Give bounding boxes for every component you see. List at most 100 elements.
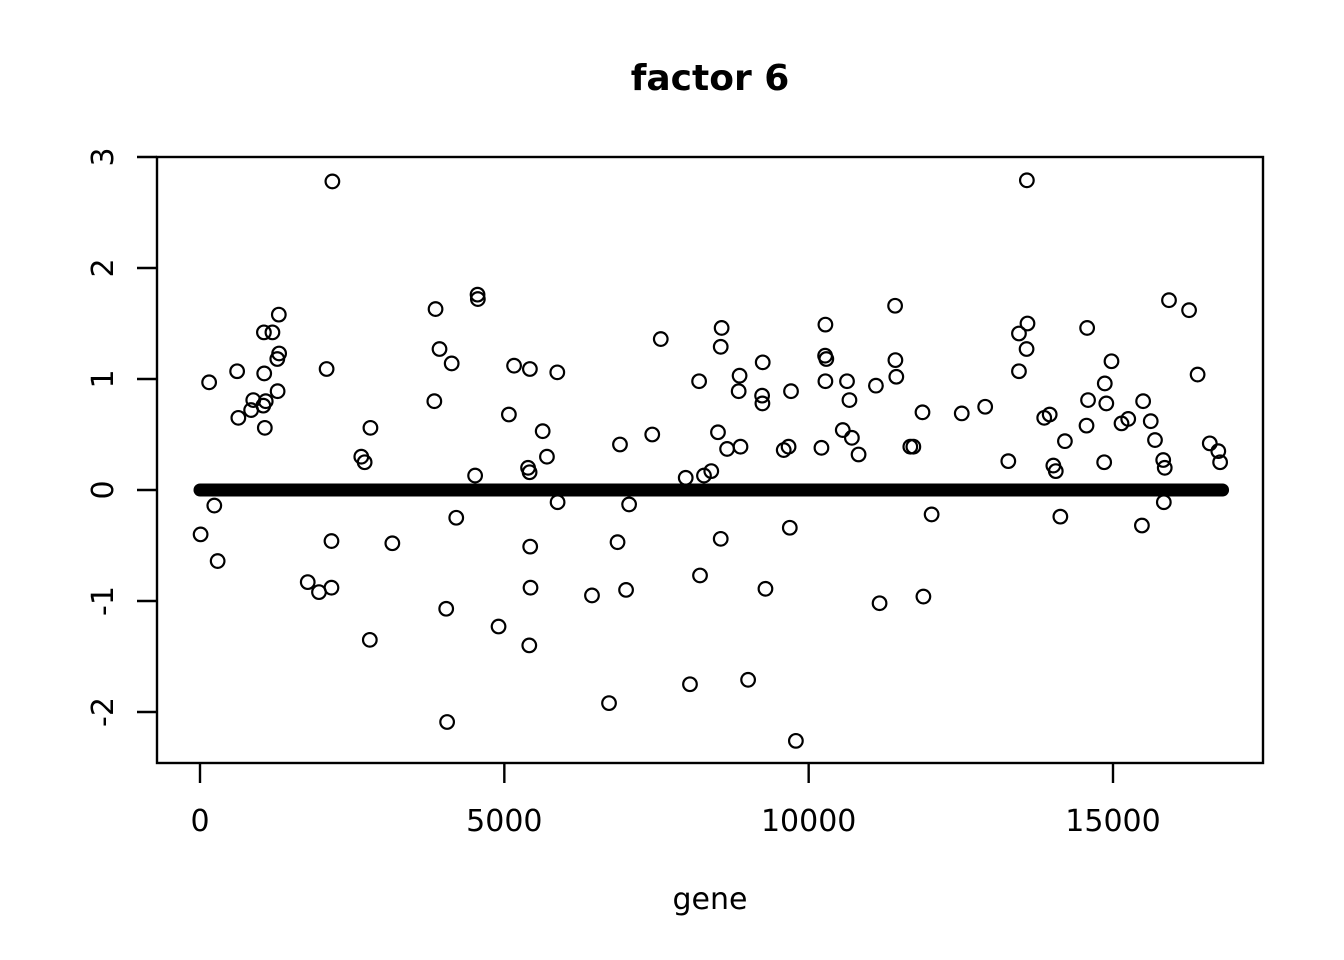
data-point — [256, 324, 272, 341]
data-point — [230, 409, 247, 426]
data-point — [977, 398, 994, 415]
data-point — [618, 582, 634, 598]
data-point — [1078, 417, 1095, 434]
x-axis-tick-label: 5000 — [466, 804, 542, 839]
data-point — [915, 588, 932, 605]
x-axis-title: gene — [672, 882, 748, 917]
data-point — [506, 357, 522, 374]
data-point — [817, 316, 834, 333]
data-point — [1189, 366, 1206, 383]
data-point — [490, 618, 507, 635]
data-point — [256, 365, 273, 382]
data-point — [732, 438, 749, 455]
data-point — [888, 368, 905, 385]
data-point — [426, 393, 443, 410]
data-point — [521, 361, 538, 377]
data-point — [192, 526, 209, 543]
data-point — [691, 373, 708, 390]
data-point — [1181, 302, 1197, 319]
data-point — [1041, 406, 1058, 423]
data-point — [703, 463, 720, 480]
data-point — [850, 446, 867, 463]
data-point — [269, 383, 286, 400]
data-point — [712, 530, 729, 547]
data-point — [431, 341, 448, 357]
data-point — [1057, 433, 1073, 450]
data-point — [652, 331, 669, 347]
data-point — [730, 383, 747, 400]
data-point — [887, 297, 903, 314]
data-point — [438, 600, 455, 617]
data-point — [1201, 435, 1218, 452]
data-point — [914, 404, 931, 421]
data-point — [521, 464, 538, 481]
data-point — [731, 367, 748, 384]
data-point — [323, 533, 340, 549]
data-point — [549, 364, 566, 381]
x-axis-tick-label: 15000 — [1065, 804, 1160, 839]
data-point — [841, 392, 858, 408]
data-point — [834, 422, 851, 438]
data-point — [1000, 453, 1017, 470]
data-point — [754, 395, 771, 412]
data-point — [522, 579, 539, 596]
data-point — [361, 631, 378, 648]
data-point — [1210, 443, 1227, 460]
data-point — [299, 574, 316, 591]
data-point — [1019, 315, 1036, 332]
data-point — [264, 324, 281, 341]
data-point — [209, 553, 226, 569]
data-point — [1212, 454, 1229, 471]
data-point — [817, 373, 834, 390]
data-point — [229, 363, 246, 380]
data-point — [1018, 341, 1035, 357]
data-point — [754, 354, 771, 371]
data-point — [781, 519, 798, 536]
data-point — [427, 301, 444, 317]
data-point — [584, 587, 600, 604]
data-point — [448, 509, 465, 526]
data-point — [740, 671, 757, 688]
data-point — [201, 374, 218, 391]
y-axis-tick-label: -2 — [86, 697, 121, 727]
data-point — [1052, 508, 1069, 525]
data-point — [601, 695, 617, 712]
chart-title: factor 6 — [630, 58, 790, 99]
data-point — [719, 441, 736, 457]
data-point — [787, 732, 804, 749]
data-point — [1096, 375, 1113, 392]
data-point — [843, 429, 860, 446]
data-point — [1098, 395, 1115, 412]
data-point — [1156, 459, 1173, 476]
data-point — [953, 405, 970, 422]
data-point — [754, 387, 771, 404]
data-point — [443, 355, 460, 372]
data-point — [318, 361, 335, 377]
data-point — [439, 714, 456, 730]
data-point — [324, 173, 341, 190]
data-point — [1047, 463, 1064, 480]
data-point — [270, 306, 287, 323]
data-point — [1103, 353, 1120, 370]
data-point — [271, 345, 288, 362]
y-axis-tick-label: 3 — [86, 147, 121, 166]
data-point — [783, 383, 799, 400]
data-point — [713, 320, 730, 336]
data-point — [780, 438, 797, 455]
data-point — [871, 595, 888, 612]
y-axis-tick-label: 0 — [86, 480, 121, 499]
data-point — [1018, 172, 1035, 189]
data-point — [1135, 393, 1152, 410]
data-point — [712, 338, 729, 355]
data-point — [644, 426, 661, 443]
data-point — [813, 439, 830, 456]
data-point — [1142, 413, 1159, 430]
data-point — [1155, 452, 1172, 468]
data-point — [839, 373, 855, 390]
data-point — [323, 579, 340, 596]
y-axis-tick-label: 2 — [86, 258, 121, 277]
data-point — [677, 469, 694, 486]
data-point — [710, 424, 726, 441]
